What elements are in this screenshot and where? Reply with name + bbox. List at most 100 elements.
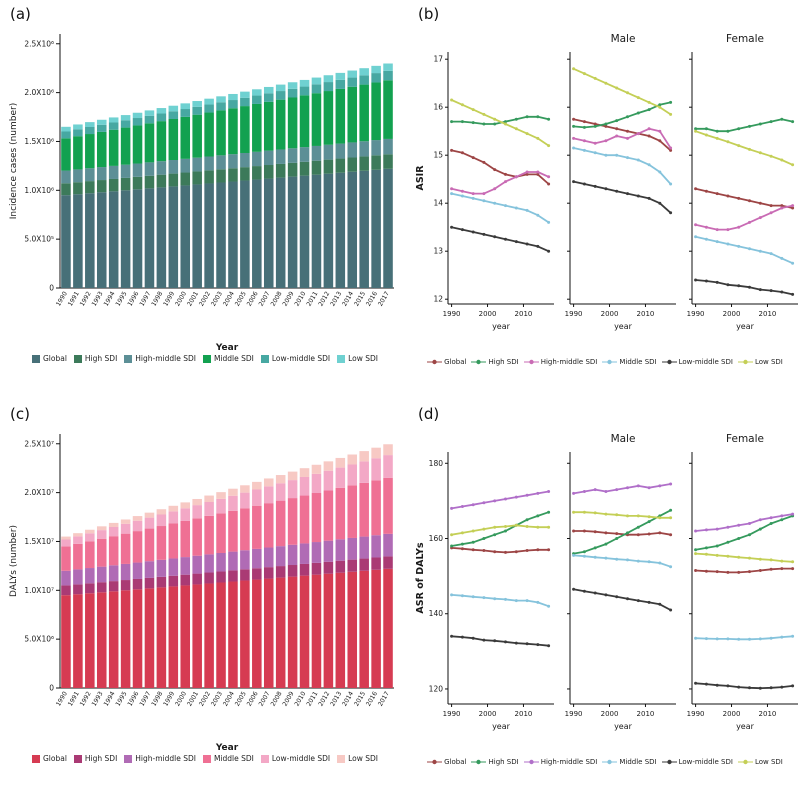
- bar-segment-high-middle-sdi: [96, 566, 107, 583]
- data-point: [593, 76, 597, 80]
- bar-segment-middle-sdi: [228, 108, 238, 155]
- bar-segment-high-middle-sdi: [252, 548, 262, 569]
- bar-segment-high-sdi: [216, 571, 226, 583]
- bar-segment-high-middle-sdi: [371, 140, 381, 156]
- data-point: [615, 595, 619, 599]
- data-point: [704, 237, 708, 241]
- asir-line-chart: 12 13 14 15 16 17 1990 2000 2010 year 1990 2000 2010…: [412, 22, 800, 368]
- data-point: [593, 546, 597, 550]
- data-point: [636, 525, 640, 529]
- bar-segment-low-middle-sdi: [335, 467, 346, 488]
- data-point: [636, 533, 640, 537]
- bar-segment-middle-sdi: [240, 508, 250, 551]
- bar-segment-low-middle-sdi: [371, 458, 381, 481]
- bar-segment-middle-sdi: [120, 533, 131, 564]
- legend-label: Middle SDI: [619, 358, 657, 366]
- bar-segment-high-sdi: [96, 180, 107, 193]
- data-point: [658, 170, 662, 174]
- bar-segment-low-sdi: [180, 502, 191, 509]
- data-point: [615, 537, 619, 540]
- bar-segment-high-sdi: [359, 156, 369, 171]
- bar-segment-low-sdi: [335, 72, 346, 80]
- data-point: [769, 558, 773, 562]
- data-point: [647, 486, 651, 490]
- bar-segment-high-middle-sdi: [263, 150, 274, 165]
- legend-label: High SDI: [84, 354, 118, 363]
- data-point: [582, 589, 586, 593]
- legend-swatch: [202, 354, 211, 363]
- data-point: [780, 206, 784, 210]
- bar-segment-high-sdi: [61, 183, 71, 196]
- data-point: [525, 132, 529, 136]
- bar-segment-middle-sdi: [132, 125, 143, 164]
- data-point: [593, 488, 597, 492]
- data-point: [471, 540, 475, 544]
- data-point: [536, 600, 540, 604]
- data-point: [604, 593, 608, 597]
- svg-text:2.0X10⁶: 2.0X10⁶: [24, 88, 54, 97]
- bar-segment-high-sdi: [240, 167, 250, 181]
- data-point: [636, 514, 640, 518]
- bar-segment-low-sdi: [252, 89, 262, 96]
- data-point: [748, 522, 751, 525]
- bar-segment-high-middle-sdi: [275, 149, 286, 164]
- bar-segment-global: [96, 192, 107, 288]
- bar-segment-low-sdi: [359, 451, 369, 462]
- svg-text:14: 14: [433, 199, 443, 208]
- data-point: [493, 639, 497, 643]
- bar-segment-high-sdi: [347, 157, 358, 172]
- data-point: [758, 122, 762, 126]
- data-point: [493, 550, 497, 554]
- legend-swatch: [202, 754, 211, 763]
- legend-item-high-sdi: High SDI: [73, 354, 118, 363]
- bar-segment-high-sdi: [335, 158, 346, 173]
- data-point: [758, 216, 762, 220]
- data-point: [726, 129, 730, 133]
- data-point: [758, 527, 762, 531]
- data-point: [737, 144, 741, 148]
- data-point: [460, 531, 464, 535]
- bar-segment-middle-sdi: [204, 112, 214, 157]
- bar-segment-high-middle-sdi: [192, 157, 202, 172]
- data-point: [504, 237, 507, 241]
- data-point: [704, 682, 708, 686]
- data-point: [780, 256, 784, 260]
- data-point: [582, 554, 586, 558]
- bar-segment-high-sdi: [204, 170, 214, 184]
- bar-segment-high-sdi: [228, 168, 238, 182]
- svg-text:0: 0: [49, 684, 54, 693]
- bar-segment-middle-sdi: [263, 503, 274, 548]
- legend-item-low-sdi: Low SDI: [737, 758, 783, 766]
- data-point: [504, 120, 507, 124]
- legend-marker: [523, 759, 539, 765]
- bar-segment-middle-sdi: [204, 515, 214, 555]
- legend-item-low-middle-sdi: Low-middle SDI: [260, 754, 330, 763]
- bar-segment-high-sdi: [371, 155, 381, 170]
- svg-text:15: 15: [433, 151, 443, 160]
- data-point: [704, 637, 708, 641]
- data-point: [647, 100, 651, 104]
- bar-segment-low-sdi: [144, 110, 155, 116]
- bar-segment-high-middle-sdi: [383, 138, 393, 155]
- bar-segment-middle-sdi: [180, 116, 191, 159]
- legend-label: Low SDI: [348, 354, 379, 363]
- legend-marker: [471, 759, 487, 765]
- data-point: [450, 544, 454, 548]
- bar-segment-middle-sdi: [275, 99, 286, 150]
- data-point: [615, 557, 619, 561]
- svg-text:1990: 1990: [443, 710, 461, 718]
- data-point: [504, 550, 507, 554]
- bar-segment-middle-sdi: [85, 541, 95, 569]
- data-point: [769, 154, 773, 158]
- data-point: [758, 518, 762, 522]
- svg-text:year: year: [492, 722, 511, 731]
- bar-segment-global: [371, 569, 381, 688]
- bar-segment-high-sdi: [156, 174, 167, 188]
- data-point: [615, 134, 619, 138]
- data-point: [758, 637, 762, 641]
- legend-item-middle-sdi: Middle SDI: [602, 758, 657, 766]
- data-point: [547, 220, 551, 224]
- legend-label: Low SDI: [754, 758, 783, 766]
- data-point: [647, 600, 651, 604]
- legend-label: Low-middle SDI: [271, 354, 331, 363]
